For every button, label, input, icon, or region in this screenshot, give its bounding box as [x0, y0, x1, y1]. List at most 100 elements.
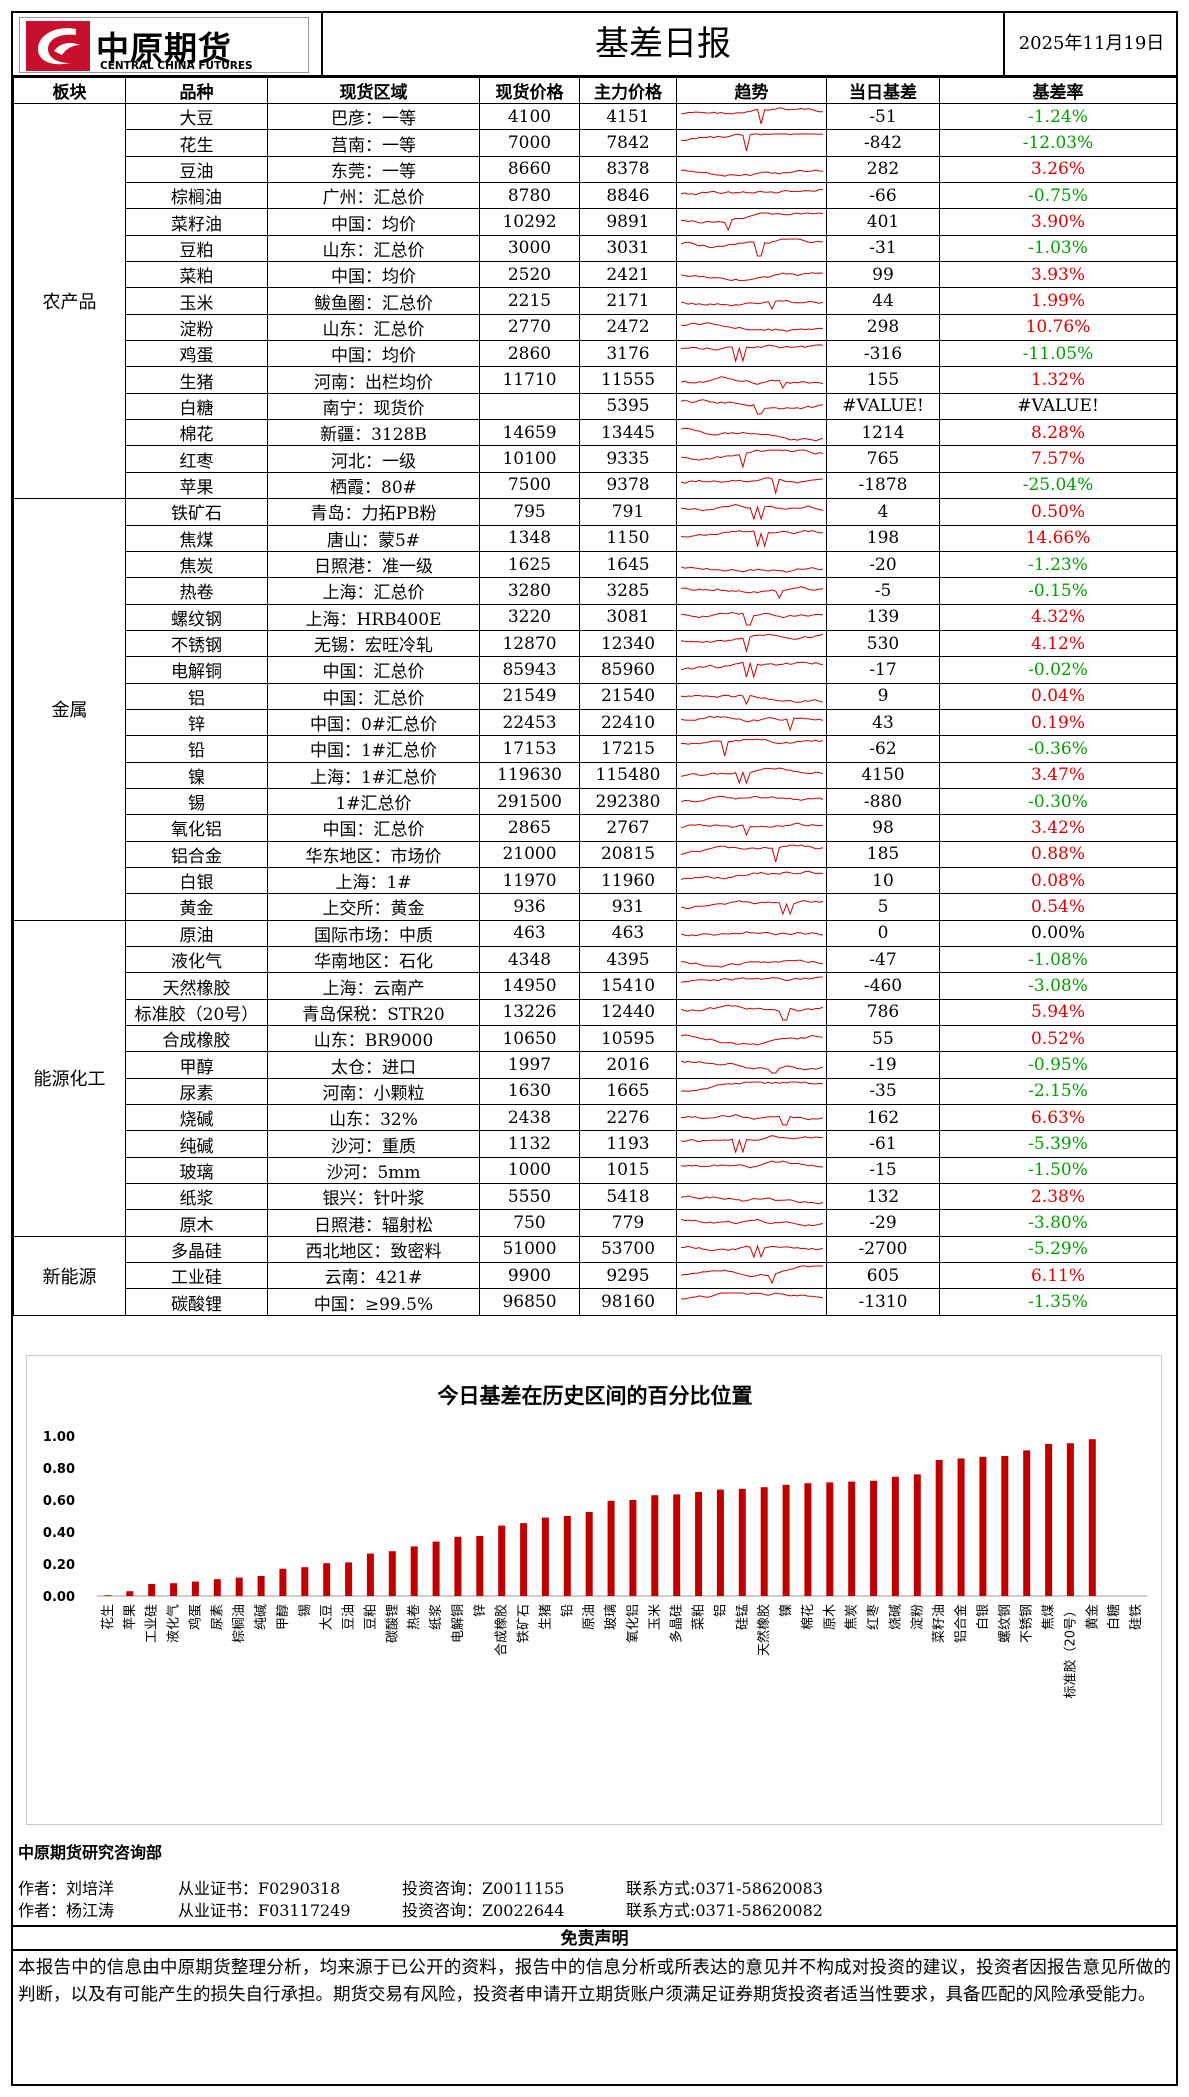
bar-铁矿石 [520, 1523, 528, 1596]
variety-cell: 烧碱 [125, 1104, 268, 1132]
author-consult: 投资咨询：Z0022644 [402, 1901, 565, 1920]
col-header-spot: 现货价格 [479, 77, 580, 104]
bar-电解铜 [454, 1536, 462, 1596]
spot-price-cell: 85943 [479, 656, 580, 684]
region-cell: 上交所：黄金 [267, 893, 480, 921]
basis-rate-cell: 6.11% [939, 1262, 1177, 1290]
region-cell: 山东：汇总价 [267, 313, 480, 342]
sparkline-path [680, 739, 824, 757]
basis-cell: -2700 [826, 1235, 940, 1264]
x-tick-label: 铅 [560, 1604, 575, 1617]
basis-rate-cell: -12.03% [939, 129, 1177, 157]
trend-sparkline [680, 611, 824, 626]
spot-price-cell: 10650 [479, 1025, 580, 1053]
spot-price-cell: 936 [479, 893, 580, 921]
region-cell: 广州：汇总价 [267, 182, 480, 210]
table-row: 天然橡胶 上海：云南产 14950 15410 -460 -3.08% [14, 972, 1177, 1000]
logo-mark-icon [26, 21, 90, 71]
basis-cell: -66 [826, 182, 940, 210]
bar-焦炭 [848, 1481, 856, 1596]
main-price-cell: 1665 [579, 1077, 677, 1106]
table-row: 菜籽油 中国：均价 10292 9891 401 3.90% [14, 208, 1177, 236]
basis-rate-cell: 0.04% [939, 682, 1177, 710]
trend-sparkline [680, 661, 824, 680]
trend-cell [676, 313, 827, 342]
col-header-region: 现货区域 [267, 77, 480, 104]
report-date: 2025年11月19日 [1018, 33, 1165, 54]
sparkline-path [680, 133, 824, 151]
basis-rate-cell: 0.54% [939, 893, 1177, 921]
main-price-cell: 20815 [579, 840, 677, 868]
spot-price-cell: 21000 [479, 840, 580, 868]
table-row: 花生 莒南：一等 7000 7842 -842 -12.03% [14, 129, 1177, 157]
table-row: 菜粕 中国：均价 2520 2421 99 3.93% [14, 261, 1177, 289]
trend-cell [676, 1156, 827, 1185]
sparkline-path [680, 823, 824, 837]
bar-工业硅 [148, 1584, 156, 1596]
bar-玉米 [651, 1495, 659, 1596]
trend-cell [676, 893, 827, 921]
main-price-cell: 22410 [579, 708, 677, 737]
sparkline-path [680, 1292, 824, 1300]
bar-尿素 [213, 1579, 221, 1596]
variety-cell: 电解铜 [125, 656, 268, 684]
region-cell: 上海：HRB400E [267, 603, 480, 631]
variety-cell: 工业硅 [125, 1262, 268, 1290]
main-price-cell: 115480 [579, 761, 677, 789]
trend-cell [676, 945, 827, 974]
bar-镍 [782, 1484, 790, 1596]
variety-cell: 原木 [125, 1209, 268, 1237]
variety-cell: 铝 [125, 682, 268, 710]
main-price-cell: 3176 [579, 340, 677, 368]
trend-cell [676, 761, 827, 789]
report-title: 基差日报 [321, 13, 1005, 75]
trend-sparkline [680, 844, 824, 862]
spot-price-cell: 3220 [479, 603, 580, 631]
spot-price-cell: 750 [479, 1209, 580, 1237]
bar-原木 [826, 1482, 834, 1596]
table-row: 标准胶（20号） 青岛保税：STR20 13226 12440 786 5.94% [14, 998, 1177, 1027]
sparkline-path [680, 504, 824, 522]
basis-cell: #VALUE! [826, 392, 940, 421]
main-price-cell: 13445 [579, 419, 677, 447]
sector-cell: 新能源 [13, 1235, 126, 1316]
main-price-cell: 11960 [579, 866, 677, 895]
main-price-cell: 791 [579, 498, 677, 526]
basis-rate-cell: -0.95% [939, 1051, 1177, 1079]
variety-cell: 菜粕 [125, 261, 268, 289]
sparkline-path [680, 796, 824, 803]
main-price-cell: 779 [579, 1209, 677, 1237]
x-tick-label: 菜粕 [692, 1604, 707, 1630]
table-row: 碳酸锂 中国：≥99.5% 96850 98160 -1310 -1.35% [14, 1288, 1177, 1316]
sparkline-path [680, 238, 824, 257]
region-cell: 东莞：一等 [267, 155, 480, 184]
variety-cell: 鸡蛋 [125, 340, 268, 368]
bar-硅锰 [738, 1488, 746, 1596]
basis-cell: 298 [826, 313, 940, 342]
table-row: 不锈钢 无锡：宏旺冷轧 12870 12340 530 4.12% [14, 629, 1177, 658]
sparkline-path [680, 1034, 824, 1046]
table-row: 工业硅 云南：421# 9900 9295 605 6.11% [14, 1262, 1177, 1290]
region-cell: 太仓：进口 [267, 1051, 480, 1079]
spot-price-cell: 291500 [479, 787, 580, 816]
main-price-cell: 5395 [579, 392, 677, 421]
spot-price-cell: 17153 [479, 735, 580, 763]
basis-cell: 99 [826, 261, 940, 289]
basis-rate-cell: 5.94% [939, 998, 1177, 1027]
trend-cell [676, 1288, 827, 1316]
region-cell: 西北地区：致密料 [267, 1235, 480, 1264]
variety-cell: 锌 [125, 708, 268, 737]
region-cell: 中国：汇总价 [267, 814, 480, 842]
trend-sparkline [680, 272, 824, 282]
x-tick-label: 标准胶（20号） [1062, 1604, 1078, 1699]
table-row: 电解铜 中国：汇总价 85943 85960 -17 -0.02% [14, 656, 1177, 684]
y-tick-label: 1.00 [43, 1430, 75, 1445]
spot-price-cell: 11970 [479, 866, 580, 895]
variety-cell: 铅 [125, 735, 268, 763]
bar-标准胶（20号） [1066, 1443, 1074, 1596]
main-price-cell: 9378 [579, 471, 677, 500]
main-price-cell: 463 [579, 919, 677, 948]
trend-sparkline [680, 529, 823, 548]
main-price-cell: 53700 [579, 1235, 677, 1264]
variety-cell: 红枣 [125, 445, 268, 473]
